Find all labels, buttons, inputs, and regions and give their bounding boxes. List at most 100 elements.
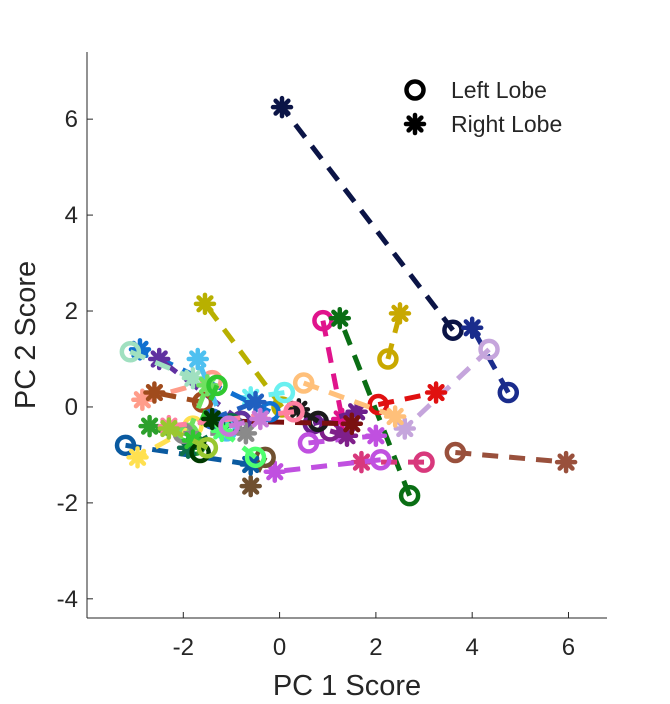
lobe-pair [263, 448, 392, 483]
pair-connector-line [228, 416, 261, 429]
y-tick-label: 4 [65, 202, 78, 229]
pair-connector-line [129, 349, 194, 381]
asterisk-stroke [184, 369, 202, 387]
asterisk-stroke [184, 431, 202, 450]
pair-connector-line [157, 356, 243, 424]
pair-connector-line [280, 105, 455, 332]
data-pairs [114, 95, 578, 507]
right-lobe-point [138, 414, 161, 438]
pair-connector-line [297, 407, 320, 424]
x-tick-label: 4 [466, 634, 479, 661]
right-lobe-point [181, 366, 205, 390]
right-lobe-point [126, 446, 149, 469]
right-lobe-point [143, 381, 166, 404]
left-lobe-point [273, 381, 296, 404]
right-lobe-point [244, 390, 267, 414]
asterisk-stroke [391, 304, 409, 323]
right-lobe-point [200, 407, 224, 431]
x-axis-label: PC 1 Score [273, 670, 421, 702]
asterisk-stroke [396, 419, 414, 438]
right-lobe-point [388, 302, 412, 325]
left-lobe-point [478, 338, 500, 361]
asterisk-stroke [367, 427, 385, 445]
asterisk-stroke [406, 115, 424, 133]
right-lobe-point [554, 450, 578, 474]
y-tick-label: -2 [57, 490, 78, 517]
legend-entry: Left Lobe [404, 77, 547, 103]
pair-connector-line [403, 347, 491, 431]
right-lobe-point [234, 422, 258, 445]
lobe-pair [119, 341, 205, 390]
asterisk-stroke [343, 415, 361, 433]
lobe-pair [444, 441, 578, 474]
asterisk-stroke [463, 319, 481, 337]
right-lobe-point [181, 429, 205, 452]
asterisk-stroke [128, 448, 147, 466]
left-lobe-point [283, 400, 305, 423]
left-lobe-point [292, 372, 315, 394]
legend-label: Left Lobe [451, 77, 547, 103]
asterisk-stroke [133, 391, 151, 409]
lobe-pair [460, 316, 520, 404]
right-lobe-point [383, 405, 407, 428]
left-lobe-point [218, 415, 240, 437]
right-lobe-point [157, 417, 181, 440]
left-lobe-point [297, 432, 320, 454]
pair-connector-line [337, 317, 412, 497]
left-lobe-point [377, 348, 399, 370]
left-lobe-point [244, 446, 267, 469]
lobe-pair [312, 309, 354, 431]
pair-connector-line [241, 418, 352, 427]
y-tick-label: 0 [65, 394, 78, 421]
pair-connector-line [202, 302, 285, 409]
right-lobe-point [350, 450, 373, 474]
asterisk-stroke [557, 453, 575, 471]
right-lobe-point [249, 407, 272, 431]
right-lobe-point [460, 316, 484, 340]
pair-connector-line [274, 457, 381, 475]
asterisk-stroke [189, 350, 207, 368]
right-lobe-point [239, 474, 262, 498]
left-lobe-point [398, 484, 421, 507]
pair-connector-line [470, 326, 511, 394]
asterisk-stroke [290, 400, 308, 418]
lobe-pair [292, 372, 407, 428]
right-lobe-point [364, 424, 388, 447]
asterisk-stroke [160, 419, 178, 438]
left-lobe-point [413, 451, 435, 473]
legend-label: Right Lobe [451, 111, 562, 137]
x-tick-label: 6 [562, 634, 575, 661]
left-lobe-point [206, 374, 228, 397]
lobe-pair [367, 381, 448, 416]
lobe-pair [157, 417, 219, 459]
asterisk-stroke [145, 383, 164, 402]
left-lobe-point [497, 381, 520, 404]
x-tick-label: 2 [369, 634, 382, 661]
y-tick-label: 6 [65, 106, 78, 133]
left-lobe-point [196, 436, 219, 459]
left-lobe-point [114, 434, 137, 457]
asterisk-stroke [140, 417, 159, 435]
lobe-pair [393, 338, 500, 440]
lobe-pair [350, 450, 435, 474]
asterisk-stroke [352, 453, 371, 471]
left-lobe-point [119, 341, 142, 363]
y-tick-label: -4 [57, 586, 78, 613]
pair-connector-line [455, 450, 567, 465]
asterisk-stroke [196, 295, 214, 313]
left-lobe-point [367, 393, 390, 416]
left-lobe-point [312, 309, 334, 332]
y-tick-label: 2 [65, 298, 78, 325]
asterisk-stroke [203, 410, 221, 428]
left-lobe-point [442, 319, 464, 341]
asterisk-stroke [242, 477, 260, 495]
legend-circle-icon [404, 79, 426, 101]
axes: -2 0 2 4 6 -4 -2 0 2 4 6 [57, 52, 607, 661]
lobe-pair [270, 95, 464, 341]
lobe-pair [218, 407, 272, 437]
right-lobe-point [193, 292, 217, 316]
pair-connector-line [302, 380, 397, 419]
asterisk-stroke [246, 393, 265, 411]
asterisk-stroke [386, 407, 404, 426]
